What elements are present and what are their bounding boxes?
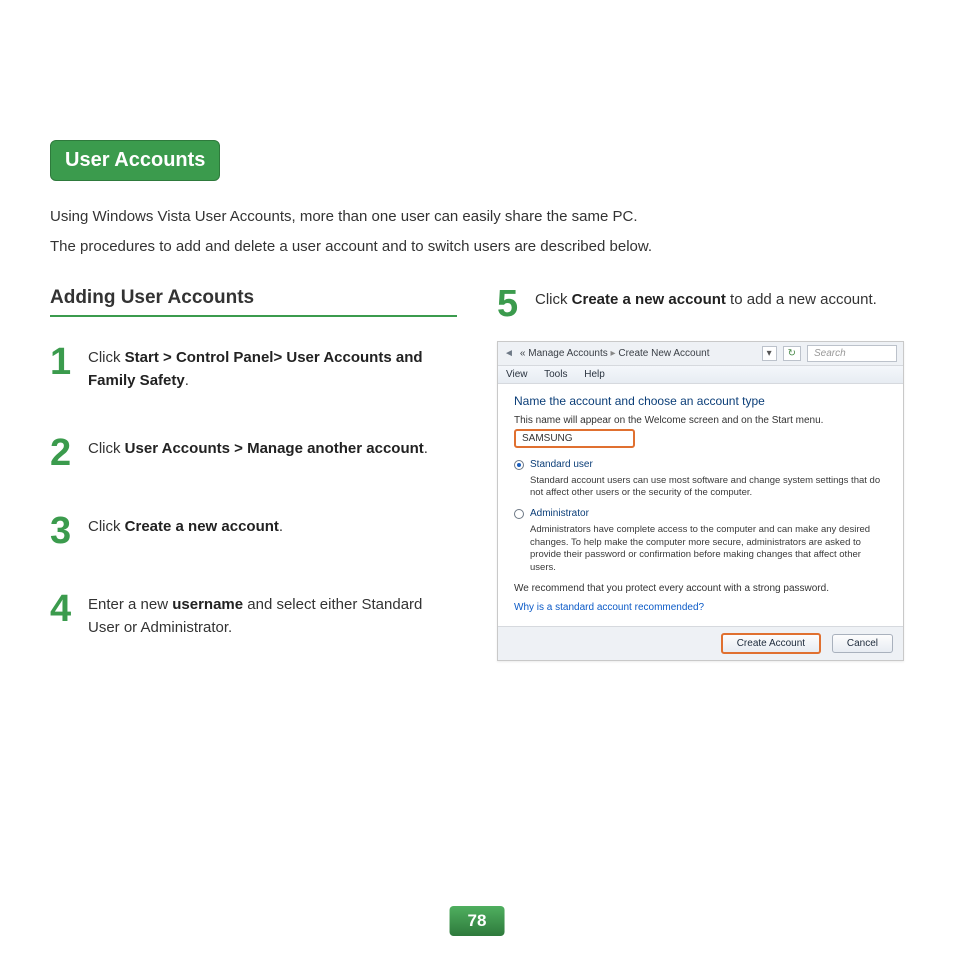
menu-help[interactable]: Help (584, 369, 605, 380)
step-2: 2 Click User Accounts > Manage another a… (50, 436, 457, 470)
dialog-heading: Name the account and choose an account t… (514, 394, 887, 410)
step-number: 2 (50, 436, 78, 470)
step-bold: Start > Control Panel> User Accounts and… (88, 349, 423, 389)
vista-screenshot: ◄ « Manage Accounts ▸ Create New Account… (497, 341, 904, 661)
step-number: 1 (50, 345, 78, 379)
radio-icon[interactable] (514, 460, 524, 470)
step-text: Click Create a new account to add a new … (535, 287, 877, 312)
step-pre: Enter a new (88, 596, 172, 613)
option-admin-desc: Administrators have complete access to t… (530, 524, 887, 573)
dialog-note: This name will appear on the Welcome scr… (514, 414, 887, 427)
option-label: Standard user (530, 458, 593, 471)
radio-icon[interactable] (514, 509, 524, 519)
step-bold: Create a new account (572, 291, 726, 308)
option-standard[interactable]: Standard user (514, 458, 887, 471)
step-1: 1 Click Start > Control Panel> User Acco… (50, 345, 457, 392)
step-text: Enter a new username and select either S… (88, 592, 457, 639)
content-columns: Adding User Accounts 1 Click Start > Con… (50, 287, 904, 683)
step-pre: Click (88, 349, 125, 366)
step-bold: username (172, 596, 243, 613)
intro-line-1: Using Windows Vista User Accounts, more … (50, 205, 904, 229)
step-text: Click Create a new account. (88, 514, 283, 539)
step-text: Click User Accounts > Manage another acc… (88, 436, 428, 461)
step-3: 3 Click Create a new account. (50, 514, 457, 548)
intro-block: Using Windows Vista User Accounts, more … (50, 205, 904, 259)
step-post: . (185, 372, 189, 389)
page-number-badge: 78 (450, 906, 505, 936)
right-column: 5 Click Create a new account to add a ne… (497, 287, 904, 683)
create-account-button[interactable]: Create Account (721, 633, 821, 654)
step-text: Click Start > Control Panel> User Accoun… (88, 345, 457, 392)
step-post: . (424, 440, 428, 457)
account-name-input[interactable]: SAMSUNG (514, 429, 635, 448)
step-number: 3 (50, 514, 78, 548)
step-pre: Click (535, 291, 572, 308)
cancel-button[interactable]: Cancel (832, 634, 893, 653)
step-post: . (279, 518, 283, 535)
crumb-b: Create New Account (618, 348, 709, 359)
why-standard-link[interactable]: Why is a standard account recommended? (514, 601, 887, 614)
step-bold: Create a new account (125, 518, 279, 535)
refresh-icon[interactable]: ↻ (783, 346, 801, 361)
chevron-icon: ▸ (611, 348, 616, 359)
option-admin[interactable]: Administrator (514, 507, 887, 520)
step-5: 5 Click Create a new account to add a ne… (497, 287, 904, 321)
menu-bar: View Tools Help (498, 366, 903, 384)
option-standard-desc: Standard account users can use most soft… (530, 475, 887, 500)
option-label: Administrator (530, 507, 589, 520)
dropdown-icon[interactable]: ▾ (762, 346, 777, 361)
intro-line-2: The procedures to add and delete a user … (50, 235, 904, 259)
dialog-footer: Create Account Cancel (498, 626, 903, 660)
search-input[interactable]: Search (807, 345, 897, 362)
address-bar: ◄ « Manage Accounts ▸ Create New Account… (498, 342, 903, 366)
dialog-body: Name the account and choose an account t… (498, 384, 903, 626)
step-pre: Click (88, 440, 125, 457)
step-pre: Click (88, 518, 125, 535)
recommend-text: We recommend that you protect every acco… (514, 582, 887, 595)
step-post: to add a new account. (726, 291, 877, 308)
step-bold: User Accounts > Manage another account (125, 440, 424, 457)
step-4: 4 Enter a new username and select either… (50, 592, 457, 639)
menu-view[interactable]: View (506, 369, 528, 380)
subheading: Adding User Accounts (50, 287, 457, 317)
left-column: Adding User Accounts 1 Click Start > Con… (50, 287, 457, 683)
crumb-a: Manage Accounts (528, 348, 608, 359)
breadcrumb[interactable]: « Manage Accounts ▸ Create New Account (520, 347, 756, 360)
back-icon[interactable]: ◄ (504, 347, 514, 360)
step-number: 5 (497, 287, 525, 321)
step-number: 4 (50, 592, 78, 626)
menu-tools[interactable]: Tools (544, 369, 567, 380)
section-title-badge: User Accounts (50, 140, 220, 181)
